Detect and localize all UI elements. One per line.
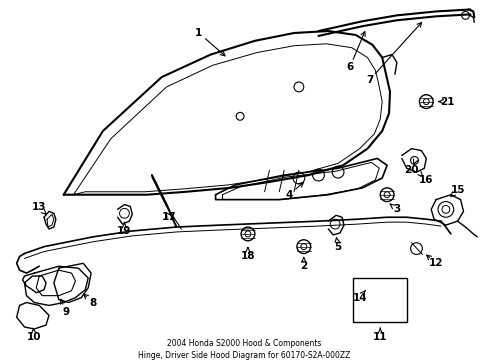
Text: 9: 9	[62, 307, 69, 317]
Text: 12: 12	[428, 258, 443, 268]
Text: 20: 20	[404, 165, 418, 175]
Text: 19: 19	[117, 226, 131, 236]
Text: 1: 1	[195, 28, 202, 38]
Bar	[352, 278, 406, 322]
Text: 21: 21	[440, 96, 454, 107]
Text: 3: 3	[392, 204, 400, 215]
Text: 2004 Honda S2000 Hood & Components
Hinge, Driver Side Hood Diagram for 60170-S2A: 2004 Honda S2000 Hood & Components Hinge…	[138, 339, 349, 360]
Text: 13: 13	[32, 202, 46, 212]
Text: 17: 17	[162, 212, 177, 222]
Text: 15: 15	[449, 185, 464, 195]
Text: 11: 11	[372, 332, 386, 342]
Text: 6: 6	[346, 62, 353, 72]
Text: 7: 7	[365, 75, 372, 85]
Text: 4: 4	[285, 190, 292, 200]
Text: 16: 16	[418, 175, 433, 185]
Text: 14: 14	[352, 293, 366, 303]
Text: 10: 10	[27, 332, 41, 342]
Text: 2: 2	[300, 261, 307, 271]
Text: 18: 18	[240, 251, 255, 261]
Text: 8: 8	[89, 297, 97, 307]
Text: 5: 5	[334, 242, 341, 252]
